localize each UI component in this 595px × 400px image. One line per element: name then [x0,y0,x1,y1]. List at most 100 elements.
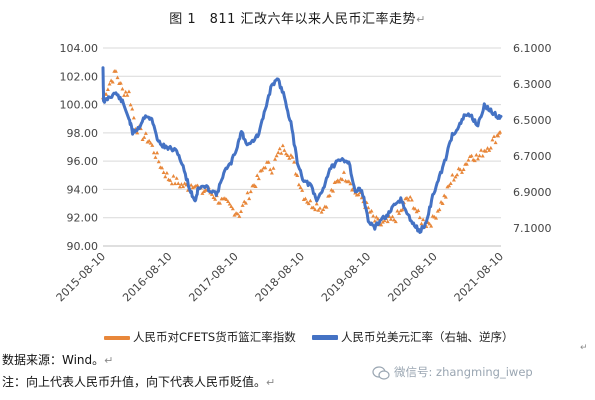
cfets-point [147,138,152,143]
cfets-point [285,153,290,157]
cfets-point [413,206,418,211]
cfets-point [296,182,301,187]
cfets-point [340,177,345,182]
cfets-point [230,206,235,211]
cfets-point [466,157,471,162]
y-left-tick-label: 96.00 [67,155,99,168]
cfets-point [155,150,160,155]
cfets-point [224,197,229,201]
cfets-point [469,153,474,158]
cfets-point [164,170,169,175]
wechat-icon [372,365,390,380]
cfets-point [229,204,234,209]
cfets-point [156,159,161,164]
cfets-point [189,182,194,187]
cfets-point [200,191,205,195]
cfets-point [492,134,497,139]
gridlines [103,47,501,219]
cfets-point [298,185,303,189]
cfets-point [161,170,166,174]
x-tick-label: 2019-08-10 [319,250,373,304]
x-tick-label: 2015-08-10 [54,250,108,304]
cfets-point [477,153,482,158]
cfets-point [269,170,274,175]
cfets-point [232,213,237,217]
cfets-point [388,217,393,221]
cfets-point [427,221,432,226]
cfets-point [122,93,127,97]
left-axis-tick-labels: 90.00 92.00 94.00 96.00 98.00 100.00 102.00 104… [60,42,99,253]
cfets-point [253,184,258,189]
cfets-point [496,133,501,138]
cfets-point [284,151,289,156]
y-left-tick-label: 90.00 [67,240,99,253]
legend-swatch-orange [104,335,130,340]
y-right-tick-label: 6.3000 [513,78,552,91]
cfets-point [485,146,490,150]
cfets-point [393,219,398,224]
cfets-point [447,183,452,188]
legend-item-cfets: 人民币对CFETS货币篮汇率指数 [104,329,296,345]
cfets-point [382,218,387,223]
cfets-point [459,170,464,174]
cfets-point [255,173,260,177]
cfets-point [128,102,133,107]
cfets-point [346,179,351,183]
cfets-point [110,79,115,84]
cfets-point [434,216,439,220]
legend-item-usdcny: 人民币兑美元汇率（右轴、逆序） [312,329,514,345]
x-tick-label: 2020-08-10 [385,250,439,304]
cfets-point [406,197,411,202]
y-left-tick-label: 94.00 [67,183,99,196]
cfets-point [243,201,248,205]
cfets-point [273,157,278,161]
paragraph-mark: ↵ [266,376,276,389]
cfets-point [385,219,390,224]
y-right-tick-label: 6.7000 [513,150,552,163]
y-left-tick-label: 98.00 [67,127,99,140]
y-right-tick-label: 6.5000 [513,114,552,127]
cfets-point [213,197,218,201]
cfets-point [237,214,242,218]
cfets-point [192,184,197,189]
cfets-point [490,137,495,142]
cfets-point [248,189,253,194]
cfets-point [475,156,480,161]
cfets-point [288,153,293,157]
cfets-point [274,153,279,158]
cfets-point [177,184,182,189]
cfets-point [113,69,118,73]
cfets-point [311,205,316,210]
cfets-point [374,214,379,219]
cfets-point [160,165,165,170]
cfets-point [245,190,250,195]
cfets-point [292,159,297,164]
cfets-point [400,207,405,212]
cfets-point [142,135,147,139]
cfets-point [419,221,424,226]
cfets-point [181,184,186,189]
cfets-point [163,174,168,179]
cfets-point [266,160,271,164]
cfets-point [143,131,148,135]
cfets-point [316,208,321,212]
cfets-point [437,207,442,212]
cfets-point [348,181,353,186]
cfets-point [168,178,173,182]
data-source-note: 数据来源：Wind。↵ [2,353,114,367]
usd-cny-series-line [101,66,503,234]
cfets-point [226,199,231,204]
cfets-point [211,195,216,200]
cfets-point [397,211,402,215]
cfets-point [268,167,273,172]
y-right-tick-label: 7.1000 [513,222,552,235]
cfets-point [174,176,179,180]
cfets-point [118,81,123,85]
cfets-point [488,145,493,150]
cfets-point [256,176,261,181]
cfets-point [282,148,287,152]
cfets-point [290,155,295,159]
cfets-point [416,208,421,212]
cfets-point [448,181,453,185]
